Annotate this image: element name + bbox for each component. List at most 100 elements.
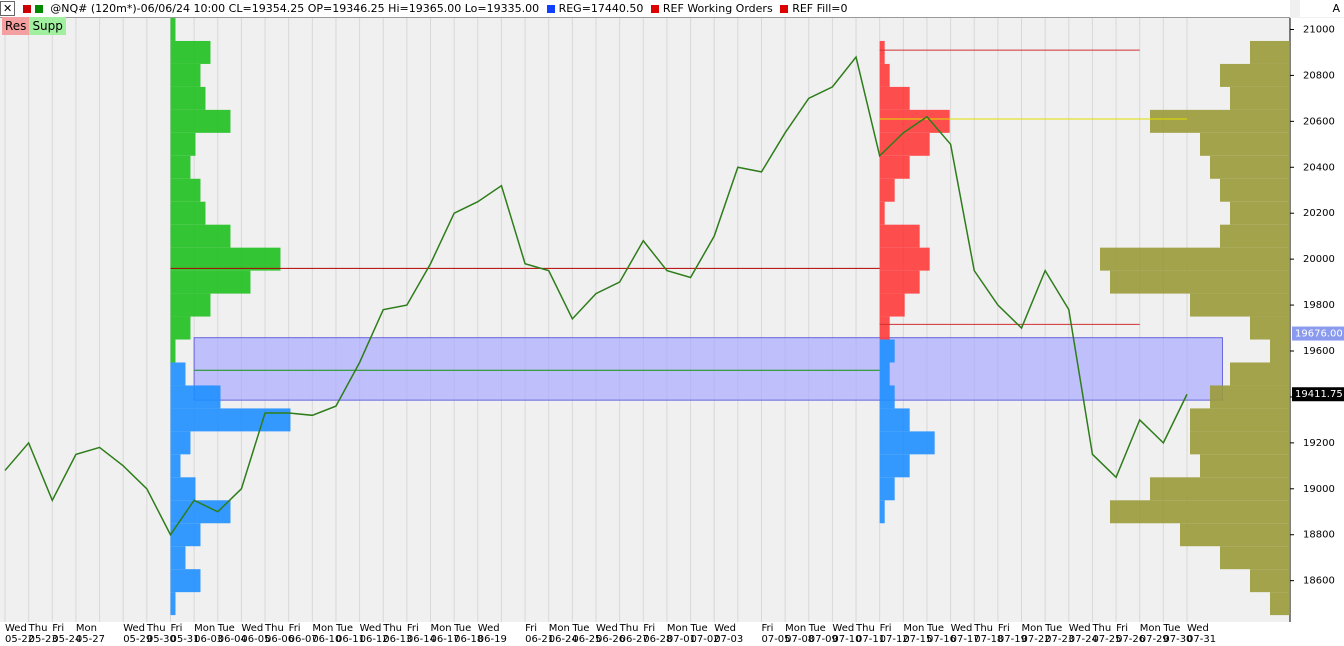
profile-bar: [170, 454, 181, 478]
profile-bar: [170, 431, 191, 455]
x-tick-label: 05-22: [5, 634, 34, 645]
profile-bar: [1230, 86, 1290, 110]
x-tick-label: 06-14: [407, 634, 436, 645]
x-weekday-label: Fri: [289, 623, 301, 634]
x-tick-label: 07-15: [903, 634, 932, 645]
x-tick-label: 07-25: [1092, 634, 1121, 645]
profile-bar: [170, 40, 211, 64]
x-tick-label: 07-18: [974, 634, 1003, 645]
icon: [34, 5, 43, 13]
x-tick-label: 07-02: [691, 634, 720, 645]
profile-bar: [1250, 316, 1290, 340]
price-line: [4, 55, 1188, 537]
x-tick-label: 07-29: [1140, 634, 1169, 645]
working-orders[interactable]: REF Working Orders: [662, 2, 773, 15]
x-tick-label: 06-21: [525, 634, 554, 645]
profile-bar: [170, 316, 191, 340]
x-weekday-label: Wed: [478, 623, 500, 634]
x-tick-label: 06-25: [572, 634, 601, 645]
profile-bar: [170, 385, 221, 409]
y-tick-label: 19600: [1303, 346, 1335, 357]
x-weekday-label: Fri: [998, 623, 1010, 634]
x-tick-label: 05-31: [170, 634, 199, 645]
profile-bar: [1100, 247, 1290, 271]
icon: [546, 5, 555, 13]
profile-bar: [170, 546, 186, 570]
profile-bar: [1230, 201, 1290, 225]
profile-bar: [170, 477, 196, 501]
profile-bar: [170, 178, 201, 202]
x-weekday-label: Wed: [360, 623, 382, 634]
close-button[interactable]: ✕: [0, 1, 16, 16]
y-tick-label: 20200: [1303, 208, 1335, 219]
y-tick-label: 19200: [1303, 438, 1335, 449]
x-weekday-label: Wed: [1069, 623, 1091, 634]
profile-bar: [170, 270, 251, 294]
supp-button[interactable]: Supp: [29, 17, 66, 35]
profile-bar: [1180, 523, 1290, 547]
res-button[interactable]: Res: [2, 17, 30, 35]
icon: [22, 5, 31, 13]
x-tick-label: 06-04: [218, 634, 247, 645]
profile-bar: [1190, 431, 1290, 455]
x-tick-label: 06-05: [241, 634, 270, 645]
profile-bar: [1220, 178, 1290, 202]
profile-bar: [1110, 270, 1290, 294]
x-weekday-label: Thu: [28, 623, 48, 634]
x-tick-label: 06-17: [431, 634, 460, 645]
x-tick-label: 07-16: [927, 634, 956, 645]
icon: [650, 5, 659, 13]
x-tick-label: 06-27: [620, 634, 649, 645]
profile-bar: [170, 86, 206, 110]
x-tick-label: 06-07: [289, 634, 318, 645]
x-tick-label: 05-30: [147, 634, 176, 645]
profile-bar: [1150, 109, 1290, 133]
profile-bar: [879, 40, 885, 64]
profile-bar: [1220, 546, 1290, 570]
profile-bar: [1230, 362, 1290, 386]
profile-bar: [1250, 40, 1290, 64]
x-tick-label: 07-03: [714, 634, 743, 645]
button-bar: Res Supp: [2, 17, 66, 35]
profile-bar: [170, 500, 231, 524]
x-tick-label: 05-27: [76, 634, 105, 645]
x-weekday-label: Mon: [785, 623, 806, 634]
x-tick-label: 06-28: [643, 634, 672, 645]
profile-bar: [1220, 224, 1290, 248]
y-tick-label: 20600: [1303, 116, 1335, 127]
profile-bar: [170, 592, 176, 616]
profile-bar: [170, 293, 211, 317]
x-weekday-label: Thu: [264, 623, 284, 634]
profile-bar: [879, 86, 910, 110]
x-weekday-label: Fri: [170, 623, 182, 634]
x-weekday-label: Fri: [643, 623, 655, 634]
x-weekday-label: Thu: [382, 623, 402, 634]
x-tick-label: 07-24: [1069, 634, 1098, 645]
x-weekday-label: Wed: [241, 623, 263, 634]
profile-bar: [170, 569, 201, 593]
y-tick-label: 20400: [1303, 162, 1335, 173]
x-weekday-label: Fri: [407, 623, 419, 634]
profile-bar: [170, 523, 201, 547]
profile-bar: [1190, 293, 1290, 317]
profile-bar: [879, 362, 890, 386]
x-weekday-label: Mon: [431, 623, 452, 634]
x-weekday-label: Thu: [973, 623, 993, 634]
symbol-info: @NQ# (120m*)-06/06/24 10:00 CL=19354.25 …: [50, 2, 540, 15]
y-tick-label: 21000: [1303, 24, 1335, 35]
profile-bar: [879, 109, 950, 133]
x-tick-label: 07-30: [1163, 634, 1192, 645]
x-weekday-label: Mon: [1140, 623, 1161, 634]
y-tick-label: 18800: [1303, 530, 1335, 541]
x-weekday-label: Tue: [453, 623, 471, 634]
x-weekday-label: Mon: [667, 623, 688, 634]
x-weekday-label: Fri: [1116, 623, 1128, 634]
zone: [193, 337, 1223, 401]
y-tick-label: 19000: [1303, 484, 1335, 495]
x-tick-label: 06-13: [383, 634, 412, 645]
profile-bar: [170, 339, 176, 363]
x-weekday-label: Tue: [1162, 623, 1180, 634]
x-tick-label: 07-08: [785, 634, 814, 645]
